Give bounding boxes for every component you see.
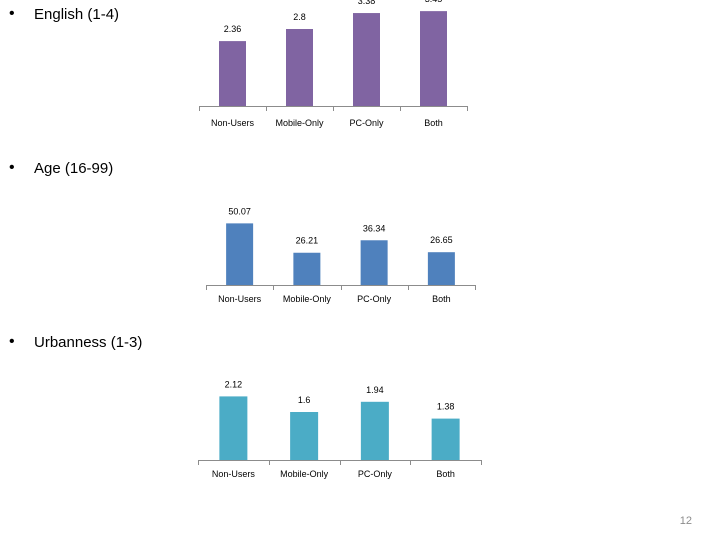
data-label-pc-only: 36.34: [363, 223, 386, 233]
data-label-both: 3.45: [425, 0, 443, 4]
bar-pc-only: [353, 13, 380, 106]
bullet-label-age: Age (16-99): [34, 160, 114, 177]
category-label-pc-only: PC-Only: [349, 118, 384, 128]
data-label-mobile-only: 1.6: [298, 395, 311, 405]
category-label-non-users: Non-Users: [211, 118, 255, 128]
category-label-mobile-only: Mobile-Only: [280, 469, 329, 479]
bar-non-users: [226, 223, 254, 285]
category-label-mobile-only: Mobile-Only: [275, 118, 324, 128]
category-label-pc-only: PC-Only: [358, 469, 393, 479]
bar-mobile-only: [290, 412, 319, 460]
bar-non-users: [219, 396, 248, 460]
data-label-non-users: 2.12: [225, 379, 243, 389]
data-label-pc-only: 3.38: [358, 0, 376, 6]
bar-both: [420, 11, 447, 106]
bar-mobile-only: [293, 252, 321, 285]
bar-pc-only: [360, 240, 388, 285]
bullet-dot: •: [9, 159, 15, 176]
page-number: 12: [679, 515, 692, 527]
data-label-both: 26.65: [430, 235, 453, 245]
data-label-both: 1.38: [437, 402, 455, 412]
bullet-dot: •: [9, 333, 15, 350]
category-label-both: Both: [432, 294, 451, 304]
bar-both: [427, 252, 455, 285]
bar-pc-only: [360, 401, 389, 460]
data-label-pc-only: 1.94: [366, 385, 384, 395]
bullet-dot: •: [9, 5, 15, 22]
bullet-label-urbanness: Urbanness (1-3): [34, 334, 143, 351]
data-label-mobile-only: 2.8: [293, 12, 306, 22]
category-label-non-users: Non-Users: [212, 469, 256, 479]
category-label-both: Both: [436, 469, 455, 479]
category-label-mobile-only: Mobile-Only: [283, 294, 332, 304]
data-label-non-users: 2.36: [224, 24, 242, 34]
bar-both: [431, 418, 460, 460]
data-label-mobile-only: 26.21: [296, 236, 319, 246]
category-label-non-users: Non-Users: [218, 294, 262, 304]
category-label-pc-only: PC-Only: [357, 294, 392, 304]
bar-non-users: [219, 41, 246, 106]
data-label-non-users: 50.07: [228, 206, 251, 216]
category-label-both: Both: [424, 118, 443, 128]
bullet-label-english: English (1-4): [34, 6, 120, 23]
bar-mobile-only: [286, 29, 313, 106]
